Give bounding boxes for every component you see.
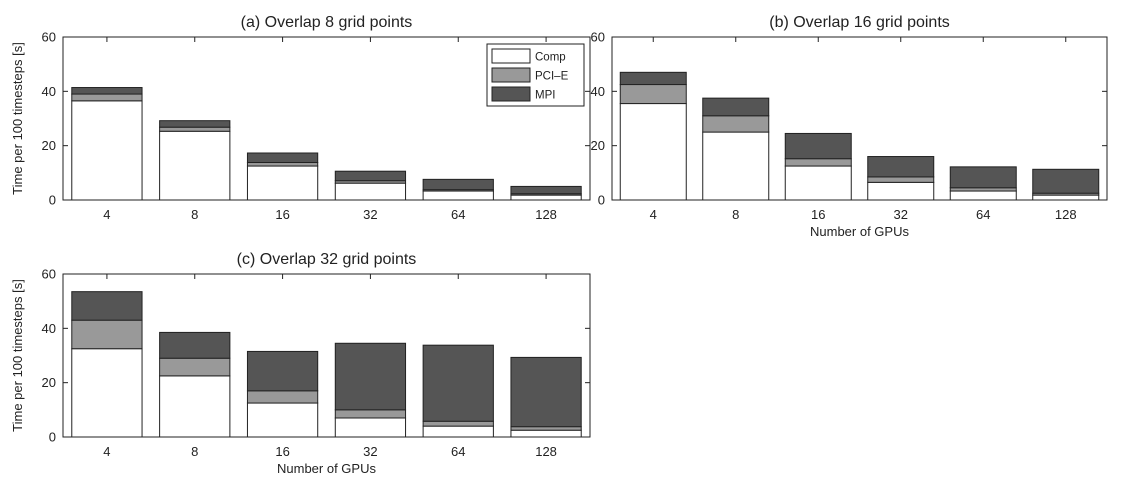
bar-segment-pcie-32 [867,176,935,183]
x-tick-label: 16 [275,444,289,459]
x-tick-label: 32 [363,207,377,222]
bar-segment-mpi-32 [334,342,407,411]
x-tick-label: 128 [535,444,557,459]
chart-panel-1: (a) Overlap 8 grid points 0 20 40 60 4 8 16 32 64… [10,14,591,222]
bar-segment-mpi-16 [246,152,319,164]
bar-segment-pcie-4 [71,93,143,102]
y-tick-label: 40 [42,84,56,99]
bar-segment-pcie-4 [619,84,687,105]
bar-segment-comp-128 [1032,194,1100,201]
bar-segment-comp-128 [510,429,582,438]
legend-label: PCI–E [535,71,569,83]
x-tick-label: 64 [976,207,990,222]
x-tick-label: 32 [363,444,377,459]
bar-segment-mpi-128 [510,356,582,428]
bar-segment-comp-64 [422,425,494,438]
legend-swatch [491,86,531,102]
bar-segment-mpi-64 [422,344,494,422]
bar-segment-comp-4 [71,100,143,201]
x-tick-label: 4 [103,444,110,459]
bar-segment-comp-8 [702,131,770,201]
legend-label: MPI [535,90,555,102]
bar-segment-pcie-8 [702,115,770,133]
x-tick-label: 8 [191,207,198,222]
y-tick-label: 60 [42,267,56,282]
x-tick-label: 4 [103,207,110,222]
x-tick-label: 32 [894,207,908,222]
x-tick-label: 128 [1055,207,1077,222]
legend-swatch [491,48,531,64]
bar-segment-comp-32 [867,181,935,201]
bar-segment-mpi-8 [159,331,231,359]
x-axis-label: Number of GPUs [810,224,909,239]
bar-segment-comp-32 [334,417,407,438]
bar-segment-mpi-128 [510,185,582,195]
x-tick-label: 128 [535,207,557,222]
bar-segment-mpi-16 [784,132,852,160]
bar-segment-comp-8 [159,130,231,201]
legend: Comp PCI–E MPI [486,43,585,107]
y-tick-label: 20 [591,138,605,153]
bar-segment-comp-64 [949,190,1017,201]
bar-segment-pcie-8 [159,357,231,377]
bar-segment-pcie-8 [159,126,231,132]
bar-segment-pcie-16 [784,158,852,167]
bar-segment-pcie-4 [71,319,143,350]
bar-segment-mpi-32 [867,156,935,178]
bar-segment-mpi-16 [246,350,319,392]
x-tick-label: 64 [451,207,465,222]
axes-frame [62,273,591,438]
bar-segment-comp-64 [422,190,494,201]
y-tick-label: 60 [42,30,56,45]
bar-segment-pcie-64 [422,420,494,427]
bar-segment-mpi-4 [71,87,143,95]
x-tick-label: 4 [650,207,657,222]
y-tick-label: 0 [598,193,605,208]
y-tick-label: 40 [42,321,56,336]
y-tick-label: 20 [42,375,56,390]
bar-segment-mpi-4 [71,291,143,321]
y-axis-label: Time per 100 timesteps [s] [10,42,25,195]
bar-segment-pcie-16 [246,390,319,404]
bar-segment-comp-16 [246,402,319,438]
x-tick-label: 64 [451,444,465,459]
bar-segment-mpi-8 [159,120,231,128]
bar-segment-comp-8 [159,375,231,438]
chart-panel-3: (c) Overlap 32 grid points 0 20 40 60 4 8 16 32 6… [10,251,591,476]
bar-segment-comp-16 [784,165,852,201]
bar-segment-comp-128 [510,194,582,201]
legend-label: Comp [535,52,566,64]
y-axis-label: Time per 100 timesteps [s] [10,279,25,432]
bar-segment-pcie-16 [246,162,319,167]
bar-segment-mpi-8 [702,97,770,117]
bar-segment-pcie-32 [334,409,407,419]
bar-segment-mpi-4 [619,71,687,86]
x-axis-label: Number of GPUs [277,461,376,476]
x-tick-label: 16 [275,207,289,222]
bar-segment-mpi-128 [1032,168,1100,194]
bar-segment-comp-4 [71,348,143,438]
chart-panel-2: (b) Overlap 16 grid points 0 20 40 60 4 8 16 32 6… [591,14,1108,239]
bar-segment-mpi-64 [422,178,494,191]
chart-title: (b) Overlap 16 grid points [769,14,950,31]
bar-segment-comp-32 [334,182,407,201]
y-tick-label: 20 [42,138,56,153]
axes-frame [611,36,1108,201]
chart-title: (a) Overlap 8 grid points [241,14,413,31]
y-tick-label: 60 [591,30,605,45]
bar-segment-comp-16 [246,165,319,201]
y-tick-label: 40 [591,84,605,99]
x-tick-label: 8 [732,207,739,222]
y-tick-label: 0 [49,430,56,445]
y-tick-label: 0 [49,193,56,208]
chart-title: (c) Overlap 32 grid points [237,251,417,268]
x-tick-label: 16 [811,207,825,222]
legend-swatch [491,67,531,83]
bar-segment-pcie-128 [510,426,582,431]
bar-segment-mpi-32 [334,170,407,182]
x-tick-label: 8 [191,444,198,459]
bar-segment-mpi-64 [949,166,1017,189]
bar-segment-comp-4 [619,103,687,201]
